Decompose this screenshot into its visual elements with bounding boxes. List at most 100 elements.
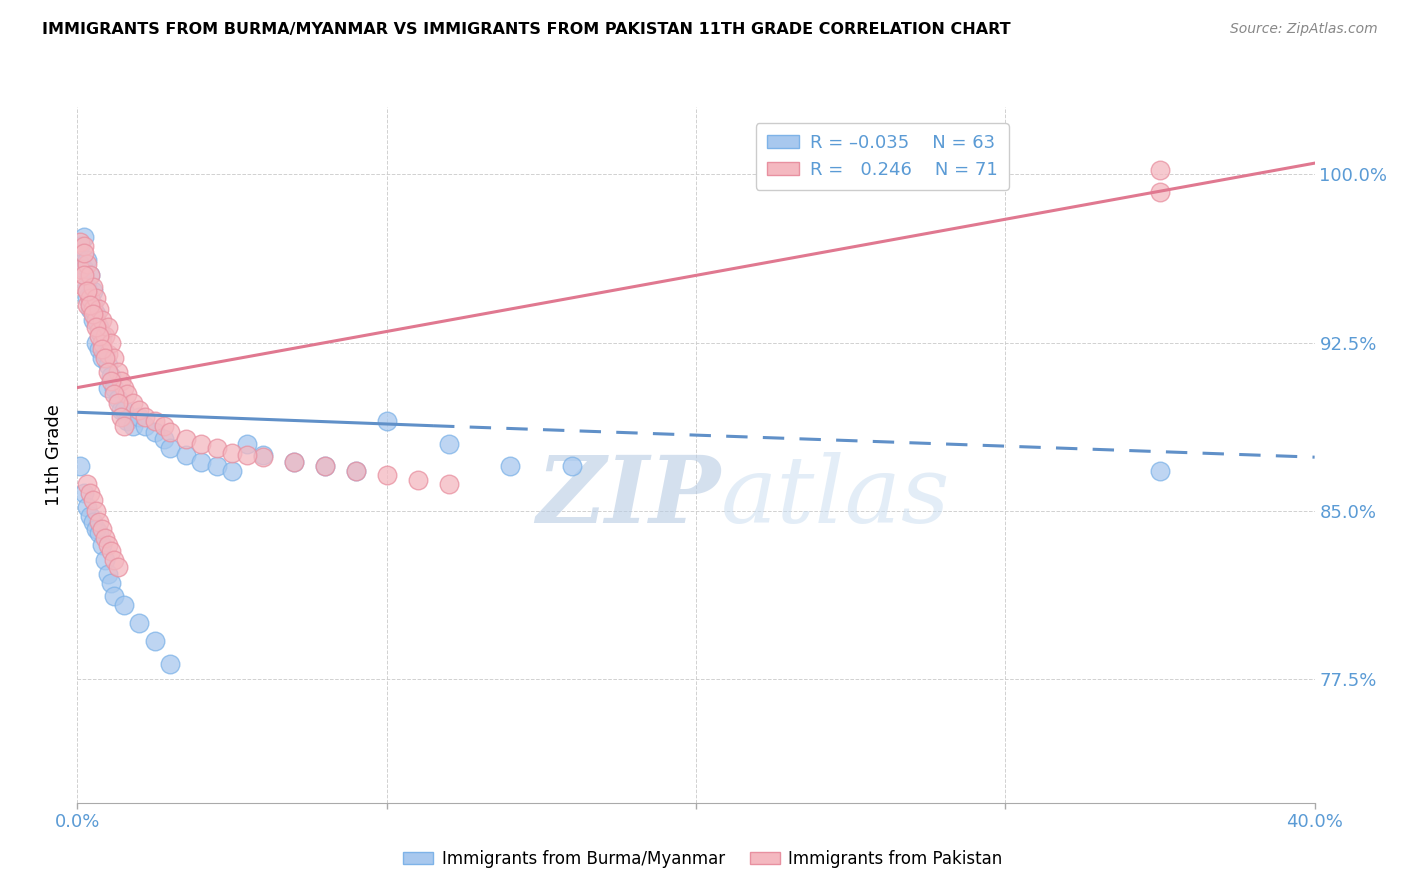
- Point: [159, 425, 181, 440]
- Point: [82, 279, 104, 293]
- Point: [112, 381, 135, 395]
- Point: [69, 459, 91, 474]
- Point: [72, 268, 94, 283]
- Point: [84, 335, 107, 350]
- Point: [153, 418, 176, 433]
- Point: [72, 246, 94, 260]
- Point: [499, 459, 522, 474]
- Point: [76, 297, 98, 311]
- Point: [112, 599, 135, 613]
- Point: [97, 365, 120, 379]
- Point: [143, 425, 166, 440]
- Point: [84, 504, 107, 518]
- Point: [1149, 162, 1171, 177]
- Legend: Immigrants from Burma/Myanmar, Immigrants from Pakistan: Immigrants from Burma/Myanmar, Immigrant…: [396, 844, 1010, 875]
- Point: [84, 306, 107, 320]
- Point: [76, 252, 98, 267]
- Point: [128, 403, 150, 417]
- Point: [252, 450, 274, 465]
- Point: [82, 515, 104, 529]
- Point: [87, 343, 110, 357]
- Point: [97, 358, 120, 372]
- Point: [91, 335, 114, 350]
- Legend: R = –0.035    N = 63, R =   0.246    N = 71: R = –0.035 N = 63, R = 0.246 N = 71: [756, 123, 1008, 190]
- Point: [72, 239, 94, 253]
- Point: [100, 374, 122, 388]
- Point: [174, 432, 197, 446]
- Point: [344, 464, 367, 478]
- Point: [84, 320, 107, 334]
- Point: [76, 284, 98, 298]
- Point: [128, 409, 150, 424]
- Text: IMMIGRANTS FROM BURMA/MYANMAR VS IMMIGRANTS FROM PAKISTAN 11TH GRADE CORRELATION: IMMIGRANTS FROM BURMA/MYANMAR VS IMMIGRA…: [42, 22, 1011, 37]
- Point: [103, 387, 125, 401]
- Point: [100, 575, 122, 590]
- Point: [110, 403, 132, 417]
- Point: [76, 279, 98, 293]
- Point: [122, 396, 145, 410]
- Point: [190, 436, 212, 450]
- Point: [82, 306, 104, 320]
- Point: [437, 477, 460, 491]
- Point: [69, 257, 91, 271]
- Point: [283, 455, 305, 469]
- Point: [94, 553, 117, 567]
- Point: [87, 329, 110, 343]
- Point: [190, 455, 212, 469]
- Point: [87, 301, 110, 316]
- Point: [100, 544, 122, 558]
- Point: [97, 381, 120, 395]
- Point: [205, 459, 228, 474]
- Point: [406, 473, 429, 487]
- Point: [79, 291, 101, 305]
- Point: [82, 492, 104, 507]
- Point: [94, 347, 117, 361]
- Point: [112, 418, 135, 433]
- Point: [1149, 186, 1171, 200]
- Point: [94, 531, 117, 545]
- Point: [103, 553, 125, 567]
- Point: [87, 526, 110, 541]
- Point: [159, 657, 181, 671]
- Point: [79, 268, 101, 283]
- Point: [1149, 464, 1171, 478]
- Point: [94, 329, 117, 343]
- Point: [107, 396, 129, 410]
- Point: [221, 445, 243, 459]
- Point: [76, 477, 98, 491]
- Point: [112, 403, 135, 417]
- Point: [94, 351, 117, 366]
- Text: atlas: atlas: [721, 451, 950, 541]
- Point: [107, 365, 129, 379]
- Point: [103, 351, 125, 366]
- Point: [314, 459, 336, 474]
- Point: [174, 448, 197, 462]
- Point: [314, 459, 336, 474]
- Point: [143, 414, 166, 428]
- Point: [87, 320, 110, 334]
- Point: [79, 268, 101, 283]
- Point: [110, 409, 132, 424]
- Point: [100, 369, 122, 384]
- Point: [107, 392, 129, 406]
- Point: [69, 235, 91, 249]
- Y-axis label: 11th Grade: 11th Grade: [45, 404, 63, 506]
- Point: [87, 325, 110, 339]
- Point: [97, 538, 120, 552]
- Point: [91, 343, 114, 357]
- Point: [72, 230, 94, 244]
- Point: [84, 522, 107, 536]
- Text: ZIP: ZIP: [537, 451, 721, 541]
- Point: [87, 515, 110, 529]
- Point: [79, 297, 101, 311]
- Point: [134, 418, 156, 433]
- Point: [79, 486, 101, 500]
- Point: [110, 374, 132, 388]
- Point: [143, 634, 166, 648]
- Point: [221, 464, 243, 478]
- Point: [69, 239, 91, 253]
- Point: [72, 486, 94, 500]
- Point: [91, 538, 114, 552]
- Point: [72, 261, 94, 276]
- Point: [236, 448, 259, 462]
